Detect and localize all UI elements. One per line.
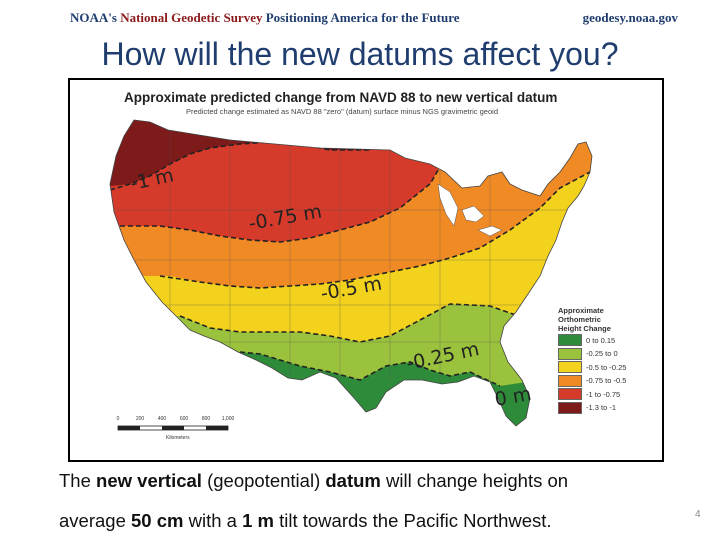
- caption-emphasis: 1 m: [242, 510, 274, 531]
- caption-text: average: [59, 510, 131, 531]
- legend-item: -1 to -0.75: [558, 388, 658, 401]
- contour-0: [239, 351, 501, 387]
- caption-emphasis: datum: [325, 470, 381, 491]
- header-banner: NOAA's National Geodetic Survey Position…: [0, 0, 720, 38]
- caption-line-2: average 50 cm with a 1 m tilt towards th…: [59, 510, 552, 532]
- map-title: Approximate predicted change from NAVD 8…: [124, 90, 558, 105]
- caption-line-1: The new vertical (geopotential) datum wi…: [59, 470, 568, 492]
- scale-bar: 0 200 400 600 800 1,000 Kilometers: [114, 416, 244, 446]
- org-name: National Geodetic Survey: [120, 10, 263, 25]
- caption-text: The: [59, 470, 97, 491]
- legend-label: -0.25 to 0: [586, 349, 618, 359]
- caption-text: tilt towards the Pacific Northwest.: [273, 510, 552, 531]
- legend-swatch: [558, 361, 582, 374]
- org-tagline: NOAA's National Geodetic Survey Position…: [70, 10, 460, 26]
- scale-tick-label: 1,000: [221, 416, 235, 422]
- scale-bar-graphic: [117, 425, 229, 431]
- legend-swatch: [558, 347, 582, 360]
- legend-label: -1 to -0.75: [586, 389, 621, 399]
- map-figure: -1 m -0.75 m -0.5 m -0.25 m 0 m Approxim…: [68, 78, 664, 462]
- caption-emphasis: new vertical: [96, 470, 202, 491]
- page-number: 4: [695, 509, 701, 520]
- legend-title-line: Approximate: [558, 306, 604, 315]
- site-url: geodesy.noaa.gov: [582, 10, 678, 25]
- contour-minus-0.5: [159, 171, 591, 289]
- legend-swatch: [558, 374, 582, 387]
- legend-label: -1.3 to -1: [586, 403, 617, 413]
- scale-tick-label: 600: [179, 416, 189, 422]
- legend-item: -0.75 to -0.5: [558, 374, 658, 388]
- contour-minus-0.25: [179, 303, 531, 343]
- legend-label: -0.5 to -0.25: [586, 362, 627, 372]
- scale-tick-label: 200: [135, 416, 145, 422]
- legend-swatch: [558, 334, 582, 347]
- map-graphic: -1 m -0.75 m -0.5 m -0.25 m 0 m: [109, 119, 593, 427]
- legend-swatch: [558, 401, 582, 414]
- legend-item: -0.25 to 0: [558, 347, 658, 361]
- caption-text: with a: [183, 510, 243, 531]
- caption-text: will change heights on: [380, 470, 569, 491]
- org-motto: Positioning America for the Future: [262, 10, 460, 25]
- scale-tick-label: 0: [116, 416, 120, 422]
- great-lakes: [437, 183, 503, 237]
- legend-item: -1.3 to -1: [558, 401, 658, 415]
- map-legend: Approximate Orthometric Height Change 0 …: [558, 306, 658, 414]
- scale-unit: Kilometers: [166, 435, 190, 441]
- legend-item: -0.5 to -0.25: [558, 361, 658, 374]
- legend-title-line: Height Change: [558, 324, 611, 333]
- legend-item: 0 to 0.15: [558, 334, 658, 347]
- legend-label: 0 to 0.15: [586, 335, 616, 345]
- caption-text: (geopotential): [201, 470, 326, 491]
- legend-title: Approximate Orthometric Height Change: [558, 306, 658, 333]
- legend-label: -0.75 to -0.5: [586, 376, 627, 386]
- us-outline: [109, 119, 593, 427]
- map-subtitle: Predicted change estimated as NAVD 88 "z…: [186, 107, 498, 116]
- legend-swatch: [558, 388, 582, 401]
- legend-title-line: Orthometric: [558, 315, 601, 324]
- scale-tick-label: 800: [201, 416, 211, 422]
- org-prefix: NOAA's: [70, 10, 121, 25]
- state-boundaries: [110, 120, 580, 384]
- slide-title: How will the new datums affect you?: [101, 36, 619, 72]
- caption-emphasis: 50 cm: [131, 510, 184, 531]
- scale-tick-label: 400: [157, 416, 167, 422]
